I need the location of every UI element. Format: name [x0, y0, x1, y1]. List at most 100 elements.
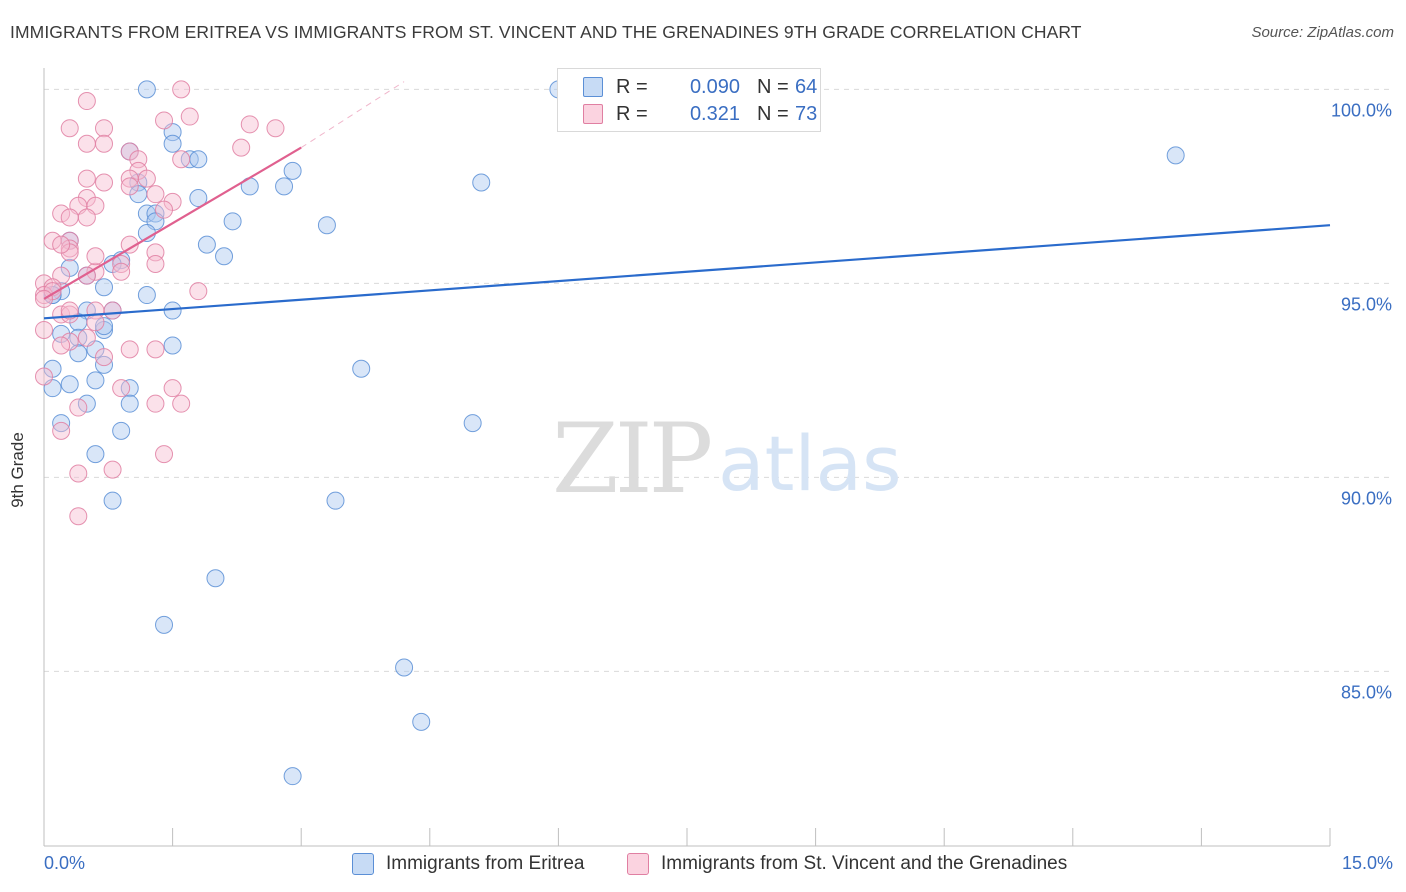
eritrea-point	[163, 301, 182, 320]
eritrea-point	[137, 80, 156, 99]
stats-legend: R = 0.090 N = 64 R = 0.321 N = 73	[557, 68, 821, 132]
st-vincent-point	[77, 92, 96, 111]
legend-r-label: R =	[616, 75, 648, 98]
st-vincent-point	[112, 262, 131, 281]
eritrea-point	[352, 359, 371, 378]
st-vincent-point	[52, 204, 71, 223]
st-vincent-point	[112, 255, 131, 273]
st-vincent-point	[155, 200, 174, 219]
st-vincent-point	[77, 134, 96, 153]
eritrea-point	[155, 615, 174, 634]
eritrea-point	[412, 712, 431, 731]
st-vincent-point	[112, 379, 131, 398]
eritrea-point	[146, 204, 165, 223]
st-vincent-point	[163, 379, 182, 398]
st-vincent-point	[120, 177, 139, 196]
st-vincent-point	[86, 247, 105, 266]
x-tick-label-min: 0.0%	[44, 853, 85, 873]
st-vincent-point	[240, 115, 259, 134]
eritrea-point	[283, 767, 302, 786]
st-vincent-point	[155, 445, 174, 464]
st-vincent-point	[86, 313, 105, 332]
eritrea-point	[1166, 146, 1185, 165]
st-vincent-point	[77, 328, 96, 347]
eritrea-point	[86, 445, 105, 464]
watermark-zip: ZIP	[552, 403, 711, 515]
y-tick-label: 100.0%	[1331, 100, 1392, 120]
bottom-legend-label-st-vincent: Immigrants from St. Vincent and the Gren…	[661, 853, 1068, 874]
st-vincent-point	[146, 394, 165, 413]
st-vincent-point	[60, 119, 79, 138]
st-vincent-point	[52, 235, 71, 254]
st-vincent-point	[60, 239, 79, 258]
eritrea-point	[52, 414, 71, 433]
st-vincent-point	[69, 464, 88, 483]
bottom-legend-swatch-eritrea	[352, 853, 374, 875]
st-vincent-point	[52, 421, 71, 440]
eritrea-point	[86, 371, 105, 390]
trend-line-extension	[300, 81, 405, 149]
st-vincent-point	[52, 336, 71, 355]
st-vincent-point	[69, 398, 88, 417]
eritrea-point	[189, 189, 208, 208]
st-vincent-point	[95, 134, 114, 153]
legend-n-value: 64	[795, 75, 818, 98]
st-vincent-point	[35, 367, 53, 386]
eritrea-point	[197, 235, 216, 254]
st-vincent-point	[266, 119, 285, 138]
eritrea-point	[60, 375, 79, 394]
eritrea-point	[189, 150, 208, 169]
legend-r-value: 0.090	[689, 75, 740, 98]
st-vincent-point	[95, 119, 114, 138]
source-label: Source: ZipAtlas.com	[1251, 24, 1394, 41]
st-vincent-point	[146, 340, 165, 359]
bottom-legend-swatch-st-vincent	[627, 853, 649, 875]
y-tick-label: 90.0%	[1341, 488, 1392, 508]
bottom-legend-eritrea: Immigrants from Eritrea	[352, 852, 584, 876]
eritrea-point	[395, 658, 414, 677]
eritrea-point	[326, 491, 345, 510]
y-axis-label: 9th Grade	[8, 432, 27, 508]
eritrea-point	[95, 355, 114, 374]
st-vincent-point	[137, 169, 156, 188]
st-vincent-point	[103, 301, 122, 320]
st-vincent-point	[60, 332, 79, 351]
eritrea-point	[215, 247, 234, 266]
eritrea-point	[283, 161, 302, 180]
eritrea-point	[77, 394, 96, 413]
st-vincent-point	[172, 80, 191, 99]
st-vincent-point	[95, 348, 114, 367]
legend-swatch-st-vincent	[583, 104, 603, 124]
st-vincent-point	[146, 255, 165, 273]
eritrea-point	[163, 134, 182, 153]
st-vincent-point	[172, 394, 191, 413]
watermark-atlas: atlas	[718, 419, 902, 508]
x-tick-label-max: 15.0%	[1342, 853, 1393, 873]
eritrea-point	[472, 173, 491, 192]
eritrea-point	[95, 317, 114, 336]
bottom-legend-label-eritrea: Immigrants from Eritrea	[386, 853, 585, 874]
st-vincent-point	[146, 185, 165, 204]
legend-r-value: 0.321	[689, 102, 740, 125]
eritrea-point	[137, 286, 156, 305]
legend-n-value: 73	[795, 102, 818, 125]
st-vincent-point	[69, 507, 88, 526]
eritrea-point	[275, 177, 294, 196]
eritrea-point	[163, 336, 182, 355]
st-vincent-point	[60, 208, 79, 227]
legend-n-label: N =	[757, 75, 789, 98]
st-vincent-point	[180, 107, 199, 126]
st-vincent-point	[155, 111, 174, 130]
st-vincent-point	[120, 340, 139, 359]
trend-line-eritrea	[43, 224, 1331, 320]
st-vincent-point	[86, 262, 105, 281]
st-vincent-point	[77, 208, 96, 227]
trend-line-st-vincent	[43, 146, 302, 300]
st-vincent-point	[35, 320, 53, 339]
legend-swatch-eritrea	[583, 77, 603, 97]
st-vincent-point	[95, 173, 114, 192]
st-vincent-point	[189, 282, 208, 301]
eritrea-point	[463, 414, 482, 433]
legend-r-label: R =	[616, 102, 648, 125]
eritrea-point	[120, 394, 139, 413]
